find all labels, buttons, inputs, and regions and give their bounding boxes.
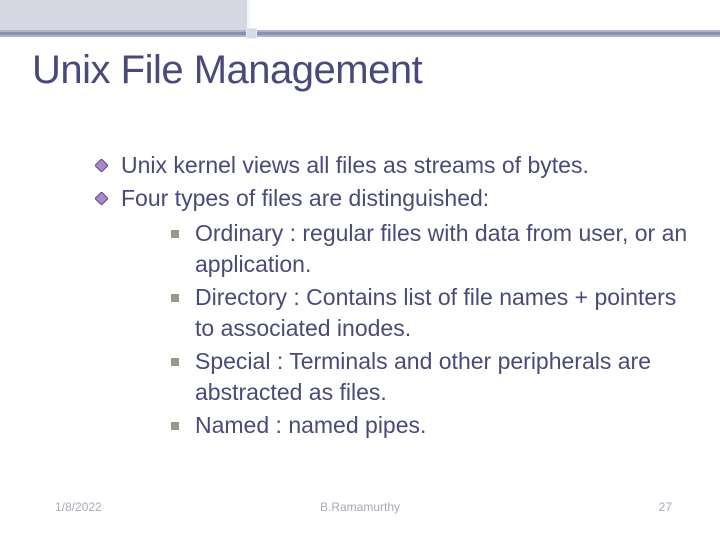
bullet-text: Named : named pipes. (195, 412, 426, 438)
slide-body: Unix kernel views all files as streams o… (95, 150, 690, 443)
square-bullet-icon (171, 422, 179, 430)
bullet-level2: Ordinary : regular files with data from … (171, 218, 690, 280)
sub-bullet-list: Ordinary : regular files with data from … (171, 218, 690, 441)
header-corner-square (246, 28, 257, 39)
bullet-level1: Unix kernel views all files as streams o… (95, 150, 690, 181)
top-accent-block (0, 0, 250, 30)
bullet-level2: Named : named pipes. (171, 410, 690, 441)
diamond-bullet-icon (95, 192, 108, 205)
footer-page-number: 27 (659, 500, 672, 514)
diamond-bullet-icon (95, 159, 108, 172)
bullet-text: Directory : Contains list of file names … (195, 284, 676, 341)
bullet-text: Unix kernel views all files as streams o… (121, 152, 589, 178)
slide-footer: 1/8/2022 B.Ramamurthy 27 (0, 500, 720, 520)
bullet-text: Ordinary : regular files with data from … (195, 220, 687, 277)
bullet-text: Special : Terminals and other peripheral… (195, 348, 651, 405)
slide-title: Unix File Management (32, 48, 422, 93)
header-bar-inner (0, 32, 720, 35)
square-bullet-icon (171, 358, 179, 366)
footer-author: B.Ramamurthy (0, 500, 720, 514)
bullet-level2: Special : Terminals and other peripheral… (171, 346, 690, 408)
bullet-level1: Four types of files are distinguished: O… (95, 183, 690, 441)
square-bullet-icon (171, 230, 179, 238)
square-bullet-icon (171, 294, 179, 302)
bullet-level2: Directory : Contains list of file names … (171, 282, 690, 344)
bullet-text: Four types of files are distinguished: (121, 185, 489, 211)
